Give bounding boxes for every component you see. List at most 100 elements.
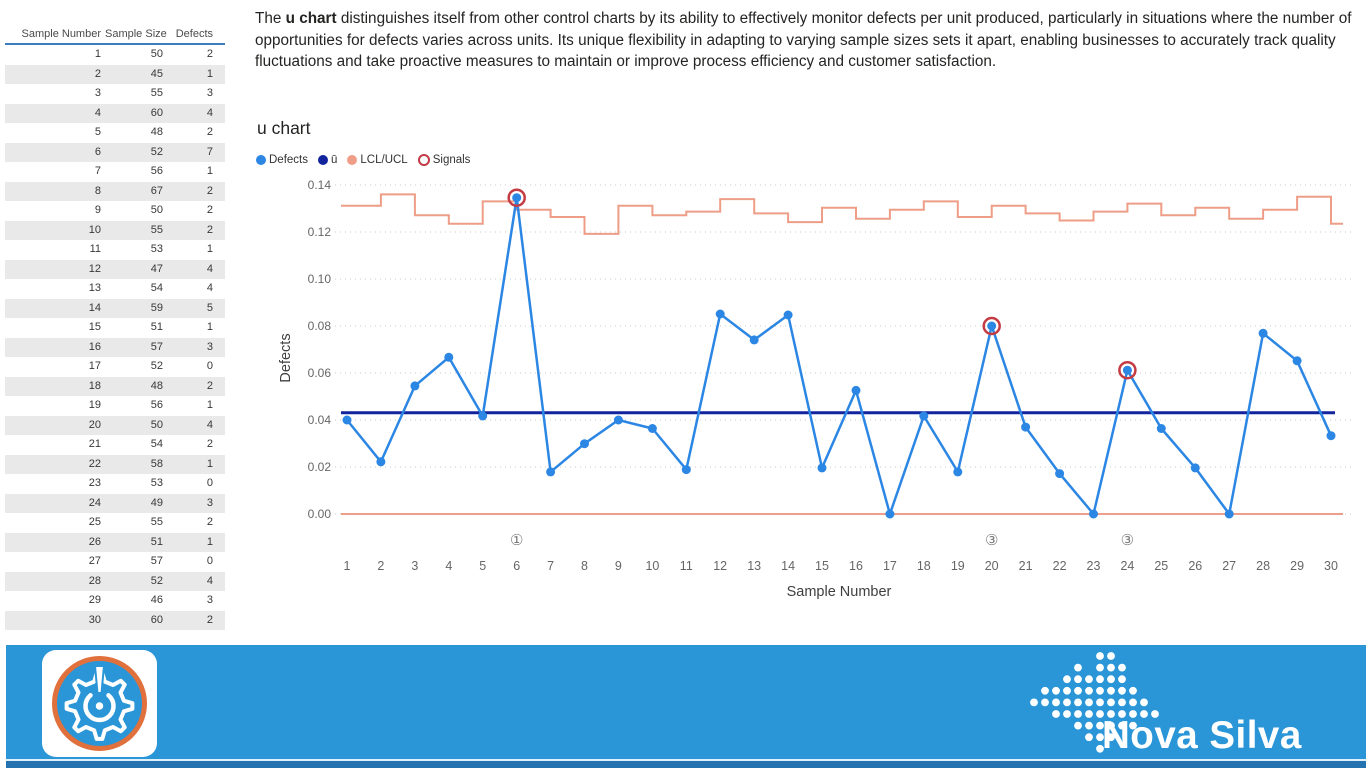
data-point-marker[interactable] (1224, 509, 1234, 519)
table-row[interactable]: 17 52 0 (5, 357, 225, 377)
table-row[interactable]: 14 59 5 (5, 298, 225, 318)
x-tick-label: 11 (680, 559, 693, 573)
data-point-marker[interactable] (1156, 424, 1166, 433)
table-row[interactable]: 7 56 1 (5, 162, 225, 182)
signal-ring[interactable] (982, 316, 1001, 336)
table-row[interactable]: 23 53 0 (5, 474, 225, 494)
table-row[interactable]: 12 47 4 (5, 259, 225, 279)
legend-item[interactable]: Signals (417, 154, 470, 166)
legend-item[interactable]: LCL/UCL (347, 154, 408, 166)
data-point-marker[interactable] (342, 415, 352, 425)
data-point-marker[interactable] (613, 415, 623, 425)
table-cell: 59 (150, 301, 163, 314)
table-row[interactable]: 5 48 2 (5, 123, 225, 143)
table-row[interactable]: 24 49 3 (5, 493, 225, 513)
x-tick-label: 14 (781, 559, 795, 573)
data-point-marker[interactable] (546, 467, 556, 477)
x-axis-title: Sample Number (787, 584, 892, 600)
table-row[interactable]: 19 56 1 (5, 396, 225, 416)
data-point-marker[interactable] (851, 385, 861, 395)
data-point-marker[interactable] (1089, 509, 1098, 519)
logo-dot (1052, 710, 1060, 718)
data-point-marker[interactable] (817, 463, 827, 473)
table-header: Sample Number Sample Size Defects (5, 20, 225, 45)
table-row[interactable]: 16 57 3 (5, 337, 225, 357)
table-row[interactable]: 11 53 1 (5, 240, 225, 260)
logo-dot (1085, 686, 1093, 695)
table-row[interactable]: 28 52 4 (5, 571, 225, 591)
legend-item[interactable]: ū (318, 154, 337, 166)
data-point-marker[interactable] (444, 352, 454, 362)
table-cell: 48 (150, 126, 163, 138)
data-point-marker[interactable] (1190, 463, 1200, 473)
data-point-marker[interactable] (1326, 431, 1336, 441)
data-point-marker[interactable] (1055, 469, 1065, 479)
logo-dot (1030, 698, 1038, 707)
data-point-marker[interactable] (1122, 365, 1132, 375)
table-row[interactable]: 9 50 2 (5, 201, 225, 221)
y-tick-label: 0.10 (308, 272, 332, 286)
table-cell: 2 (206, 204, 213, 216)
table-row[interactable]: 1 50 2 (5, 45, 225, 65)
data-point-marker[interactable] (580, 439, 589, 449)
data-point-marker[interactable] (647, 424, 657, 433)
logo-dot (1063, 710, 1071, 718)
table-cell: 4 (206, 262, 213, 275)
data-point-marker[interactable] (749, 335, 759, 345)
table-row[interactable]: 18 48 2 (5, 376, 225, 396)
x-tick-label: 7 (547, 559, 554, 573)
x-tick-label: 19 (951, 559, 965, 573)
table-row[interactable]: 8 67 2 (5, 181, 225, 201)
data-point-marker[interactable] (512, 193, 522, 203)
legend-label: Defects (269, 154, 308, 166)
table-row[interactable]: 20 50 4 (5, 415, 225, 435)
data-point-marker[interactable] (919, 411, 929, 421)
signal-ring[interactable] (1118, 360, 1137, 380)
column-header-sample-number[interactable]: Sample Number (21, 28, 101, 40)
signal-ring[interactable] (507, 188, 526, 207)
data-point-marker[interactable] (953, 467, 963, 477)
table-row[interactable]: 22 58 1 (5, 454, 225, 474)
table-row[interactable]: 25 55 2 (5, 513, 225, 533)
table-cell: 2 (206, 438, 213, 450)
table-row[interactable]: 21 54 2 (5, 435, 225, 455)
x-tick-label: 6 (513, 559, 520, 573)
table-cell: 48 (150, 379, 163, 392)
table-row[interactable]: 13 54 4 (5, 279, 225, 299)
table-row[interactable]: 2 45 1 (5, 64, 225, 84)
logo-dot (1129, 710, 1137, 718)
table-row[interactable]: 26 51 1 (5, 532, 225, 552)
column-header-sample-size[interactable]: Sample Size (105, 28, 167, 40)
data-point-marker[interactable] (885, 509, 895, 519)
table-row[interactable]: 15 51 1 (5, 318, 225, 338)
table-row[interactable]: 30 60 2 (5, 610, 225, 630)
data-point-marker[interactable] (783, 310, 793, 320)
logo-dot (1074, 663, 1082, 672)
table-row[interactable]: 10 55 2 (5, 220, 225, 240)
table-cell: 23 (88, 477, 101, 489)
y-tick-label: 0.12 (308, 225, 332, 239)
table-row[interactable]: 6 52 7 (5, 142, 225, 162)
data-point-marker[interactable] (715, 309, 725, 319)
data-point-marker[interactable] (1021, 422, 1031, 432)
data-point-marker[interactable] (1292, 356, 1302, 366)
y-tick-label: 0.02 (308, 460, 332, 474)
table-body: 1 50 2 2 45 1 3 55 3 4 60 4 5 48 2 6 52 7 7 56 1 8 67 2 9 50 2 10 55… (5, 45, 225, 630)
data-point-marker[interactable] (987, 321, 997, 331)
table-row[interactable]: 29 46 3 (5, 591, 225, 611)
table-cell: 2 (206, 613, 213, 626)
logo-dot (1107, 663, 1115, 672)
data-point-marker[interactable] (478, 411, 488, 421)
u-chart-plot[interactable]: Defects Sample Number 0.00 0.02 0.04 0.06 0.… (255, 174, 1360, 610)
table-cell: 51 (150, 535, 163, 548)
data-point-marker[interactable] (376, 457, 386, 467)
x-tick-label: 4 (445, 559, 452, 573)
table-row[interactable]: 3 55 3 (5, 84, 225, 104)
table-row[interactable]: 4 60 4 (5, 103, 225, 123)
data-point-marker[interactable] (681, 465, 691, 475)
data-point-marker[interactable] (1258, 328, 1268, 338)
table-row[interactable]: 27 57 0 (5, 552, 225, 572)
data-point-marker[interactable] (410, 381, 420, 391)
column-header-defects[interactable]: Defects (175, 28, 213, 40)
legend-item[interactable]: Defects (256, 154, 308, 166)
